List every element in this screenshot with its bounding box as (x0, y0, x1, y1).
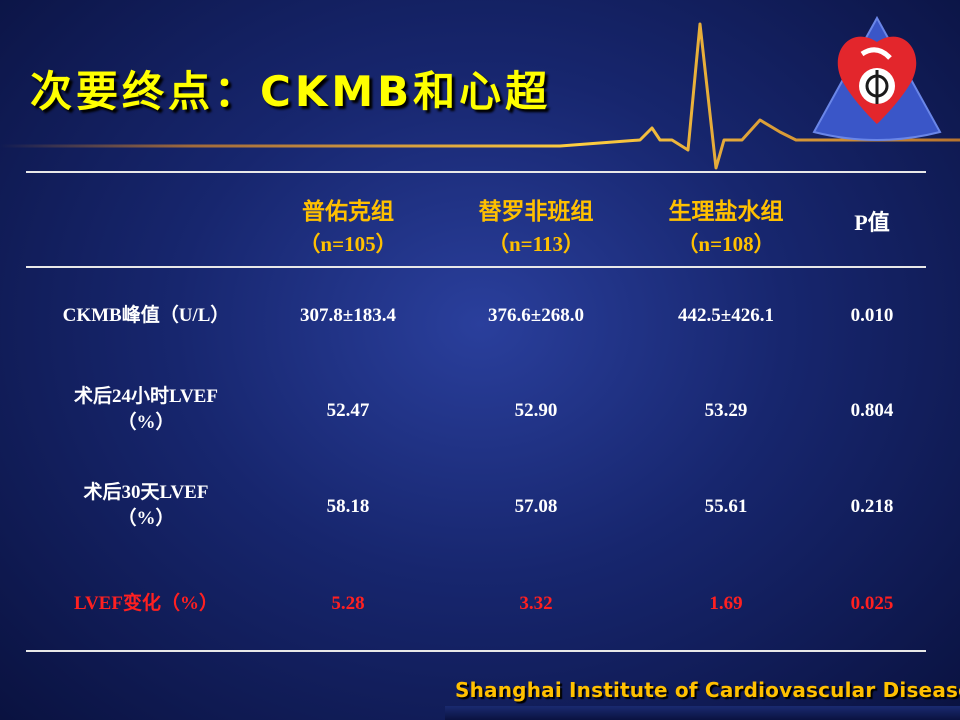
footer-bar (445, 706, 960, 720)
row-label-text: LVEF变化（%） (74, 593, 218, 614)
table-header-rule (26, 266, 926, 268)
row-label-text: 术后24小时LVEF (74, 386, 218, 407)
table-top-rule (26, 171, 926, 173)
column-header-name: 替罗非班组 (478, 199, 594, 225)
table-cell: 3.32 (519, 593, 553, 614)
table-cell: 376.6±268.0 (488, 305, 584, 326)
table-cell: 53.29 (704, 400, 748, 421)
table-cell: 58.18 (326, 496, 370, 517)
p-value-cell: 0.804 (850, 400, 894, 421)
table-cell: 442.5±426.1 (678, 305, 774, 326)
column-header-saline: 生理盐水组 （n=108） (646, 192, 806, 258)
table-cell: 1.69 (709, 593, 743, 614)
row-label-unit: （%） (117, 412, 175, 433)
table-bottom-rule (26, 650, 926, 652)
row-label-text: CKMB峰值（U/L） (62, 305, 230, 326)
column-header-n: （n=108） (677, 232, 775, 256)
row-label-unit: （%） (117, 508, 175, 529)
slide-title: 次要终点：CKMB和心超 (30, 67, 552, 116)
row-label-ckmb: CKMB峰值（U/L） (26, 303, 266, 329)
footer-institute-name: Shanghai Institute of Cardiovascular Dis… (455, 678, 960, 702)
column-header-name: 普佑克组 (302, 199, 394, 225)
table-cell: 307.8±183.4 (300, 305, 396, 326)
column-header-n: （n=105） (299, 232, 397, 256)
row-label-lvef-24h: 术后24小时LVEF （%） (26, 384, 266, 436)
p-value-cell: 0.025 (850, 593, 894, 614)
table-cell: 55.61 (704, 496, 748, 517)
column-header-p-value: P值 (854, 210, 890, 235)
institute-heart-logo-icon (812, 15, 942, 141)
table-cell: 57.08 (514, 496, 558, 517)
table-cell: 52.47 (326, 400, 370, 421)
table-cell: 5.28 (331, 593, 365, 614)
column-header-tirofiban: 替罗非班组 （n=113） (456, 192, 616, 258)
row-label-text: 术后30天LVEF (83, 482, 209, 503)
column-header-n: （n=113） (488, 232, 584, 256)
row-label-lvef-change: LVEF变化（%） (26, 591, 266, 617)
row-label-lvef-30d: 术后30天LVEF （%） (26, 480, 266, 532)
ecg-trace-icon (0, 22, 960, 170)
p-value-cell: 0.218 (850, 496, 894, 517)
column-header-urokinase: 普佑克组 （n=105） (268, 192, 428, 258)
table-cell: 52.90 (514, 400, 558, 421)
column-header-name: 生理盐水组 (668, 199, 784, 225)
p-value-cell: 0.010 (850, 305, 894, 326)
